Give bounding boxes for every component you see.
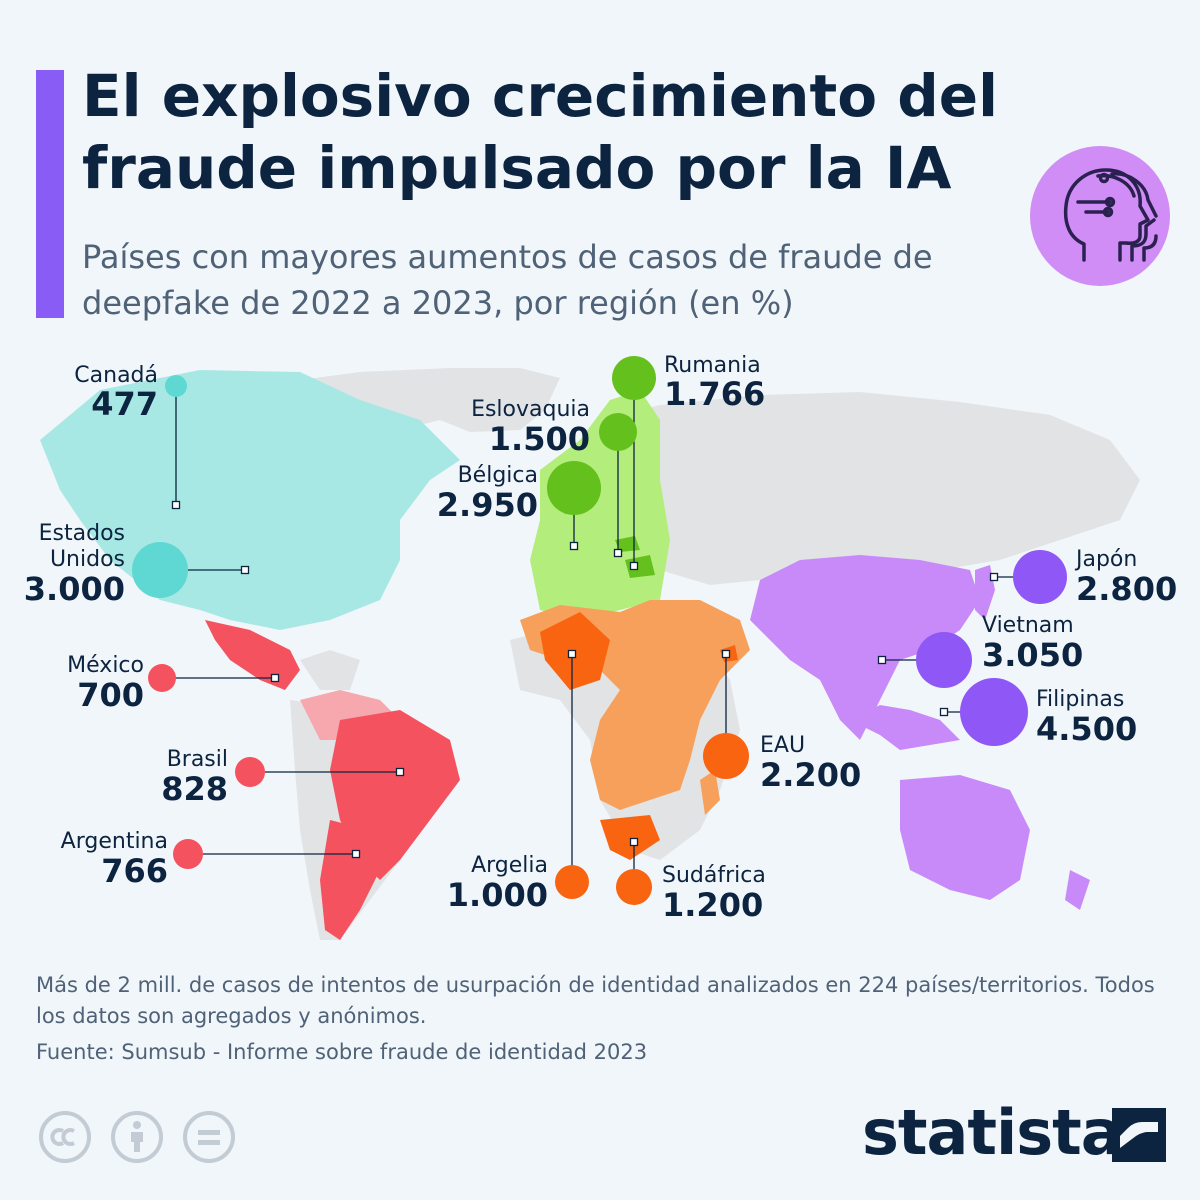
label-sudafrica-value: 1.200 [662,886,763,924]
bubble-eslovaquia [599,413,637,451]
page-title: El explosivo crecimiento del fraude impu… [82,62,998,202]
label-mexico-name: México [67,653,144,678]
bubble-brasil [235,757,265,787]
bubble-sudafrica [616,869,652,905]
label-eslovaquia-name: Eslovaquia [471,397,590,422]
label-eau-value: 2.200 [760,756,861,794]
statista-wordmark: statista [862,1096,1123,1169]
label-filipinas-value: 4.500 [1036,710,1137,748]
region-asia-pacific [750,555,1090,910]
label-argelia-value: 1.000 [447,876,548,914]
bubble-argentina [173,839,203,869]
bubble-vietnam [916,632,972,688]
leader-lines [160,378,1040,887]
label-filipinas-name: Filipinas [1036,687,1124,712]
bubble-argelia [555,865,589,899]
leader-endpoints [171,500,999,859]
bubble-estados-unidos [132,542,188,598]
label-japon-name: Japón [1074,547,1137,572]
bubble-rumania [612,356,656,400]
by-person-icon[interactable] [110,1110,164,1164]
cc-icon[interactable] [38,1110,92,1164]
bubble-filipinas [960,678,1028,746]
label-canada-name: Canadá [74,363,158,388]
label-usa-name-2: Unidos [50,547,125,572]
label-canada-value: 477 [91,385,158,423]
label-rumania-value: 1.766 [664,375,765,413]
world-map: Canadá 477 Estados Unidos 3.000 México 7… [24,353,1177,940]
labels: Canadá 477 Estados Unidos 3.000 México 7… [24,353,1177,924]
source: Fuente: Sumsub - Informe sobre fraude de… [36,1040,648,1064]
label-usa-name-1: Estados [39,521,125,546]
bubble-eau [703,733,749,779]
bubble-belgica [547,461,601,515]
label-japon-value: 2.800 [1076,570,1177,608]
accent-bar [36,70,64,318]
label-brasil-name: Brasil [167,747,228,772]
footnote: Más de 2 mill. de casos de intentos de u… [36,973,1155,1028]
label-rumania-name: Rumania [664,353,761,378]
label-belgica-name: Bélgica [458,463,538,488]
bubble-japon [1013,550,1067,604]
equals-icon[interactable] [182,1110,236,1164]
label-eslovaquia-value: 1.500 [489,420,590,458]
statista-logo-icon [1112,1108,1166,1162]
region-latin-america [205,620,460,940]
ai-head-icon [1030,146,1170,286]
bubble-canada [165,375,187,397]
bubbles [132,356,1067,905]
label-argentina-name: Argentina [61,829,168,854]
statista-logo[interactable]: statista [862,1096,1172,1170]
label-vietnam-value: 3.050 [982,636,1083,674]
label-eau-name: EAU [760,733,805,758]
label-sudafrica-name: Sudáfrica [662,863,766,888]
label-argelia-name: Argelia [471,853,548,878]
label-brasil-value: 828 [161,770,228,808]
label-argentina-value: 766 [101,852,168,890]
bubble-mexico [148,664,176,692]
label-mexico-value: 700 [77,676,144,714]
label-belgica-value: 2.950 [437,486,538,524]
label-vietnam-name: Vietnam [982,613,1074,638]
label-usa-value: 3.000 [24,570,125,608]
page-subtitle: Países con mayores aumentos de casos de … [82,238,933,322]
